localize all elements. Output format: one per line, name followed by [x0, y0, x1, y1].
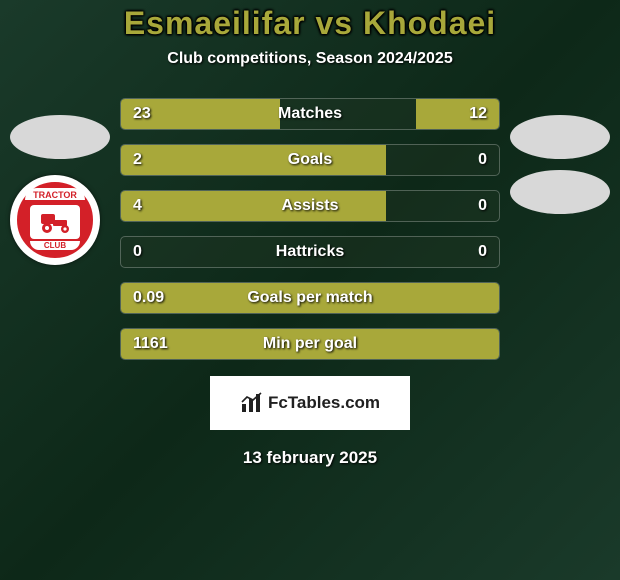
stat-value-left: 0.09: [133, 289, 164, 307]
logo-bottom-text: CLUB: [30, 241, 80, 250]
stat-value-right: 0: [478, 197, 487, 215]
logo-top-text: TRACTOR: [25, 188, 85, 200]
stat-value-right: 0: [478, 243, 487, 261]
player-right-avatar: [510, 115, 610, 159]
stat-label: Goals per match: [247, 289, 372, 307]
page-title: Esmaeilifar vs Khodaei: [0, 5, 620, 42]
team-right-logo: [510, 170, 610, 214]
stat-label: Goals: [288, 151, 332, 169]
stat-label: Assists: [282, 197, 339, 215]
tractor-logo: TRACTOR CLUB: [17, 182, 93, 258]
team-left-logo: TRACTOR CLUB: [10, 175, 100, 265]
stat-value-left: 23: [133, 105, 151, 123]
stat-label: Hattricks: [276, 243, 344, 261]
logo-mid: [30, 205, 80, 239]
stat-row: 0.09 Goals per match: [120, 282, 500, 314]
stat-value-right: 0: [478, 151, 487, 169]
stat-value-left: 0: [133, 243, 142, 261]
date-text: 13 february 2025: [0, 448, 620, 468]
stat-row: 1161 Min per goal: [120, 328, 500, 360]
tractor-icon: [37, 210, 73, 234]
stat-label: Min per goal: [263, 335, 357, 353]
stat-label: Matches: [278, 105, 342, 123]
player-left-avatar: [10, 115, 110, 159]
stat-fill-left: [121, 145, 386, 175]
stat-value-right: 12: [469, 105, 487, 123]
stat-value-left: 4: [133, 197, 142, 215]
stat-fill-left: [121, 191, 386, 221]
stats-container: 23 12 Matches 2 0 Goals 4 0 Assists 0 0 Hattricks 0.…: [120, 98, 500, 360]
stat-row: 23 12 Matches: [120, 98, 500, 130]
page-subtitle: Club competitions, Season 2024/2025: [0, 50, 620, 68]
brand-badge: FcTables.com: [210, 376, 410, 430]
chart-icon: [240, 392, 264, 414]
stat-row: 4 0 Assists: [120, 190, 500, 222]
stat-row: 2 0 Goals: [120, 144, 500, 176]
page-root: Esmaeilifar vs Khodaei Club competitions…: [0, 0, 620, 580]
brand-text: FcTables.com: [268, 393, 380, 413]
stat-value-left: 2: [133, 151, 142, 169]
stat-value-left: 1161: [133, 335, 168, 353]
stat-row: 0 0 Hattricks: [120, 236, 500, 268]
